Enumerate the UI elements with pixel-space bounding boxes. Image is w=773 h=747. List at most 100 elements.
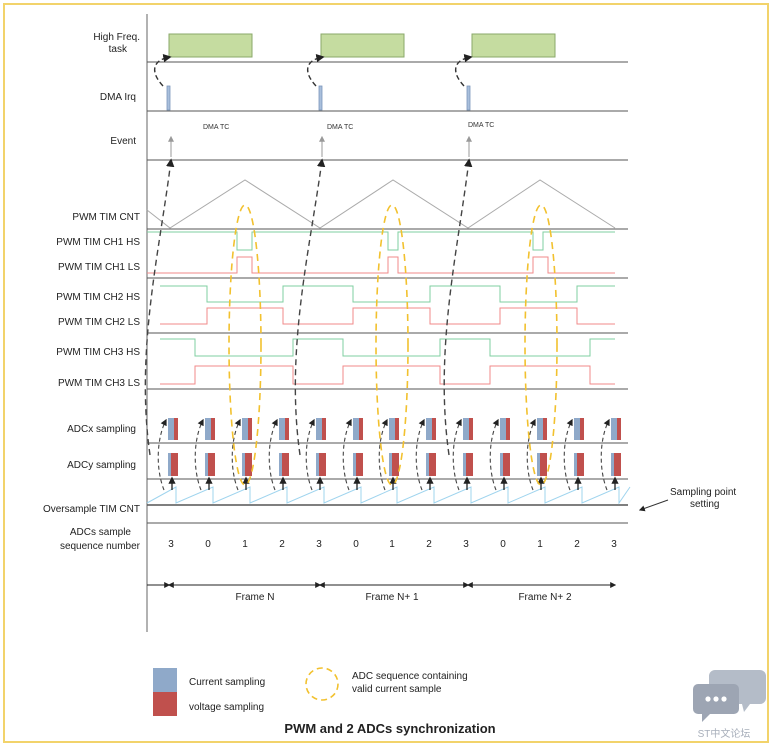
adcy-voltage-sample [208,453,215,476]
adcy-voltage-sample [171,453,178,476]
legend: Current sampling voltage sampling ADC se… [153,667,468,716]
label-pwm-cnt: PWM TIM CNT [72,212,140,223]
dma-tc-labels: DMA TC DMA TC DMA TC [203,122,494,131]
adcx-voltage-sample [469,418,473,440]
sequence-number: 1 [389,539,395,550]
task-block [320,33,405,58]
dma-irq-pulse [166,85,171,111]
watermark-logo: ST中文论坛 [693,670,766,740]
ch1-ls-signal [147,256,615,274]
adcx-voltage-sample [359,418,363,440]
label-seq-1: ADCs sample [70,527,132,538]
adcx-current-sample [426,418,432,440]
adcy-voltage-sample [540,453,547,476]
oversample-sawtooth-line [146,486,631,505]
watermark-text: ST中文论坛 [698,727,751,740]
label-seq-2: sequence number [60,541,141,552]
adcy-current-sample [611,453,614,476]
label-ch3-hs: PWM TIM CH3 HS [56,347,140,358]
trigger-curve-arrow [563,418,573,491]
adcy-voltage-sample [319,453,326,476]
adcy-current-sample [500,453,503,476]
trigger-curve-arrow [452,418,462,491]
label-ch2-ls: PWM TIM CH2 LS [58,317,140,328]
sampling-point-note: Sampling point setting [638,487,736,512]
trigger-curve-arrow [526,418,536,491]
high-freq-task-blocks [168,33,556,58]
adcx-voltage-sample [211,418,215,440]
sequence-number: 2 [426,539,432,550]
ch2-ls-signal [160,307,615,325]
adcx-voltage-sample [248,418,252,440]
ch1-hs-signal [147,231,615,251]
sequence-number: 3 [316,539,322,550]
diagram-title: PWM and 2 ADCs synchronization [284,721,495,736]
label-oversample: Oversample TIM CNT [43,504,140,515]
adcx-voltage-sample [432,418,436,440]
label-event: Event [110,136,136,147]
adcx-voltage-sample [580,418,584,440]
row-labels: High Freq. task DMA Irq Event PWM TIM CN… [43,32,141,552]
pwm-cnt-triangle [146,179,616,229]
adcy-current-sample [316,453,319,476]
dma-tc-label: DMA TC [327,124,353,131]
adcx-voltage-sample [322,418,326,440]
adcx-voltage-sample [506,418,510,440]
trigger-curve-arrow [305,418,315,491]
trigger-curve-arrow [157,418,167,491]
dma-tc-label: DMA TC [468,122,494,129]
sequence-number: 2 [574,539,580,550]
adcy-voltage-sample [429,453,436,476]
sequence-number: 1 [242,539,248,550]
sequence-number: 1 [537,539,543,550]
trigger-curve-arrow [268,418,278,491]
label-adcy: ADCy sampling [67,460,136,471]
label-ch1-hs: PWM TIM CH1 HS [56,237,140,248]
adcy-voltage-sample [245,453,252,476]
adcx-current-sample [353,418,359,440]
ch3-hs-signal [160,338,615,357]
adc-to-event-arrows [144,158,473,456]
adcy-current-sample [463,453,466,476]
sequence-number: 0 [500,539,506,550]
adcx-current-sample [205,418,211,440]
adcx-current-sample [611,418,617,440]
adcy-voltage-sample [356,453,363,476]
event-arrows [168,135,472,157]
trigger-curve-arrow [194,418,204,491]
label-ch2-hs: PWM TIM CH2 HS [56,292,140,303]
sequence-numbers: 3 0 1 2 3 0 1 2 3 0 1 2 3 [168,539,617,550]
frame-label: Frame N+ 1 [365,592,419,603]
adcy-current-sample [353,453,356,476]
adcy-voltage-sample [614,453,621,476]
frame-label: Frame N [236,592,275,603]
sequence-number: 2 [279,539,285,550]
dma-tc-label: DMA TC [203,124,229,131]
legend-current-label: Current sampling [189,677,265,688]
adcy-voltage-sample [392,453,399,476]
adcx-voltage-sample [285,418,289,440]
trigger-curve-arrow [600,418,610,491]
adcy-current-sample [205,453,208,476]
label-high-freq-task-2: task [109,44,128,55]
sequence-number: 3 [611,539,617,550]
label-ch3-ls: PWM TIM CH3 LS [58,378,140,389]
sequence-number: 0 [205,539,211,550]
legend-voltage-label: voltage sampling [189,702,264,713]
adcy-current-sample [537,453,540,476]
dma-irq-pulse [318,85,323,111]
dma-to-task-arrows [154,53,473,87]
adcy-current-sample [168,453,171,476]
adcy-current-sample [574,453,577,476]
adcx-current-sample [242,418,248,440]
adcy-current-sample [389,453,392,476]
adcx-current-sample [316,418,322,440]
adcy-current-sample [242,453,245,476]
outer-frame [3,3,769,743]
label-adcx: ADCx sampling [67,424,136,435]
trigger-curve-arrow [231,418,241,491]
adcx-voltage-sample [395,418,399,440]
row-separators [147,61,628,524]
legend-ellipse-label-2: valid current sample [352,684,442,695]
